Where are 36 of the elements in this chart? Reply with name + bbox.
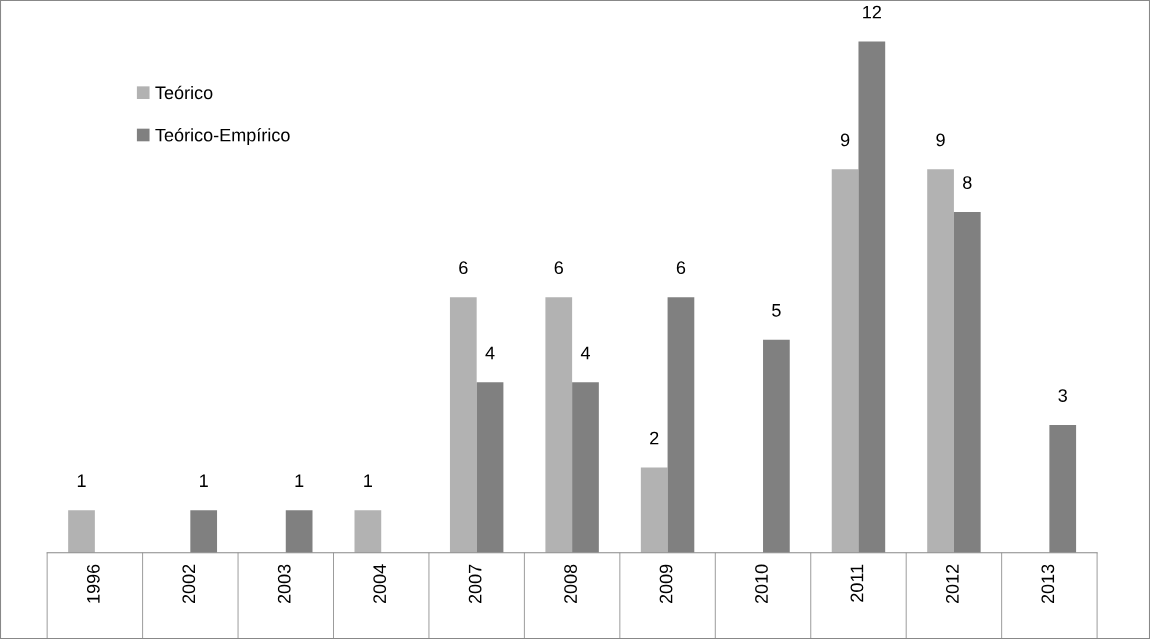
x-tick-label: 2011 [850,564,864,602]
data-label: 4 [580,346,590,360]
data-label: 9 [936,133,945,147]
data-label: 3 [1058,389,1067,402]
x-tick-label: 2004 [373,564,387,604]
x-tick-label: 1996 [86,564,100,603]
data-label: 1 [200,474,208,487]
data-label: 2 [650,431,659,445]
data-label: 6 [676,261,686,275]
x-tick-label: 2012 [945,564,959,604]
data-label: 6 [554,261,563,275]
data-label: 8 [963,176,972,189]
bar [449,297,477,553]
x-tick-label: 2013 [1041,564,1055,604]
bar [68,510,95,553]
data-label: 4 [485,346,495,360]
bar [640,467,668,553]
data-label: 12 [863,5,881,19]
legend-label: Teórico [155,85,213,100]
bar [545,297,573,553]
x-tick-label: 2003 [277,564,291,604]
x-tick-label: 2002 [182,564,196,604]
x-tick-label: 2007 [468,564,482,604]
x-tick-label: 2009 [659,564,673,604]
bar [831,169,859,553]
data-label: 1 [295,474,304,487]
data-label: 9 [840,133,850,147]
data-label: 6 [459,261,468,275]
x-tick-label: 2010 [755,564,768,604]
data-label: 5 [772,304,781,317]
x-tick-label: 2008 [564,564,577,604]
data-label: 1 [77,474,86,487]
bar [354,510,382,553]
bar [927,169,954,553]
legend-label: Teórico-Empírico [155,128,290,146]
data-label: 1 [364,474,372,487]
